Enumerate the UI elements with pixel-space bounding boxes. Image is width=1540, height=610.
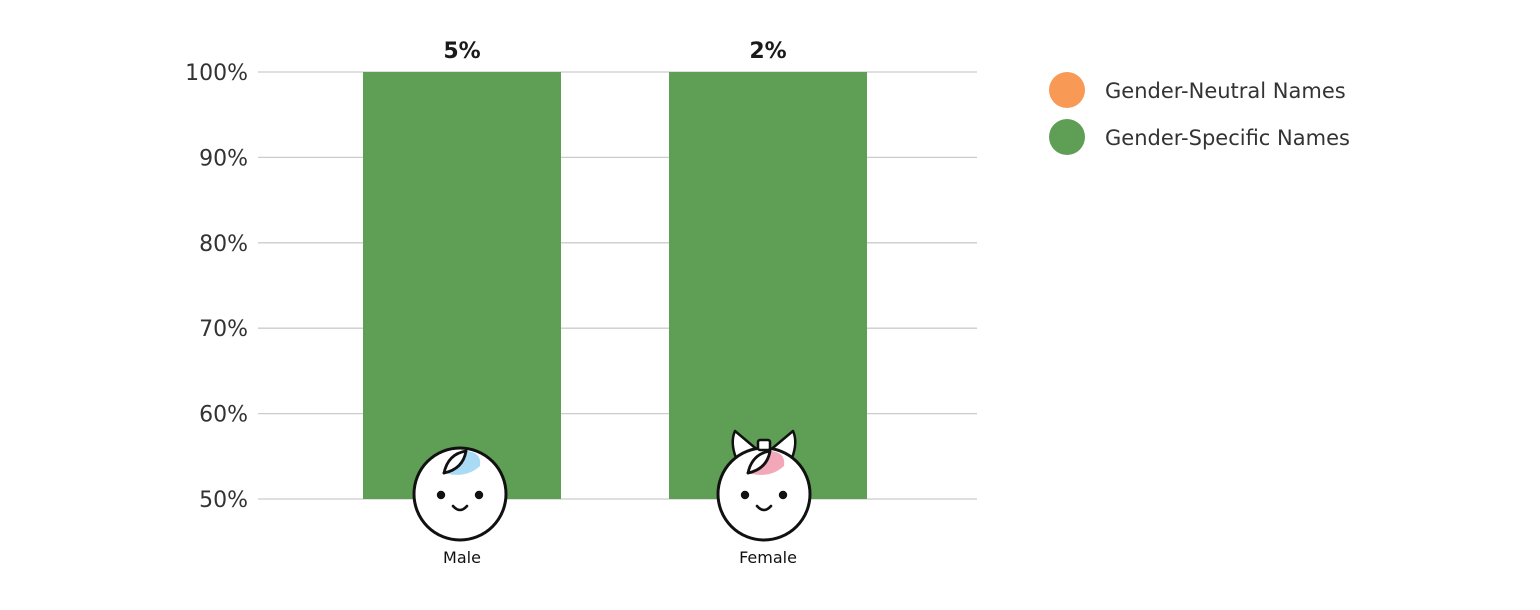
value-label-neutral: 2% — [749, 39, 786, 64]
legend-swatch — [1049, 119, 1085, 155]
bars — [363, 72, 867, 499]
category-label: Male — [443, 548, 481, 567]
legend-swatch — [1049, 72, 1085, 108]
y-tick-label: 100% — [185, 61, 248, 86]
category-label: Female — [739, 548, 797, 567]
legend-label: Gender-Specific Names — [1105, 126, 1350, 150]
legend: Gender-Neutral Names Gender-Specific Name… — [1049, 72, 1350, 155]
eye-right — [474, 490, 484, 500]
hair-curl — [442, 449, 468, 475]
eye-right — [778, 490, 788, 500]
category-icons — [412, 429, 812, 542]
baby-face — [716, 446, 812, 542]
y-tick-label: 50% — [199, 488, 248, 513]
bar-gender-specific-names-female — [669, 72, 867, 499]
baby-boy-icon — [412, 446, 508, 542]
y-tick-label: 60% — [199, 403, 248, 428]
smile — [451, 504, 469, 512]
data-labels: 95%5%98%2% — [443, 39, 786, 64]
bow-knot — [756, 438, 772, 452]
hair-curl-outer — [442, 449, 468, 475]
y-tick-label: 70% — [199, 317, 248, 342]
eye-left — [740, 490, 750, 500]
eye-left — [436, 490, 446, 500]
x-axis-categories: Male Female — [443, 548, 797, 567]
value-label-neutral: 5% — [443, 39, 480, 64]
smile — [755, 504, 773, 512]
y-tick-label: 90% — [199, 146, 248, 171]
bar-gender-specific-names-male — [363, 72, 561, 499]
hair-curl — [746, 449, 772, 475]
baby-girl-icon — [716, 429, 812, 542]
baby-face — [412, 446, 508, 542]
hair-curl-outer — [746, 449, 772, 475]
legend-label: Gender-Neutral Names — [1105, 79, 1346, 103]
y-tick-label: 80% — [199, 232, 248, 257]
y-axis-ticks: 100% 90% 80% 70% 60% 50% — [185, 61, 248, 513]
